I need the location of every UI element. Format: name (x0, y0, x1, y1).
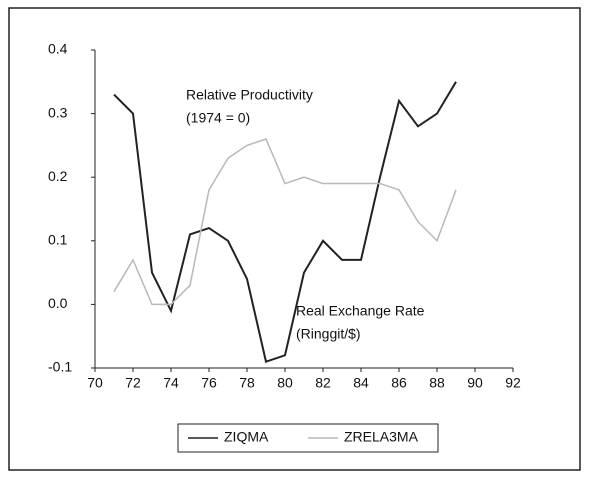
x-tick-label: 90 (467, 375, 483, 391)
annotation: (1974 = 0) (186, 110, 250, 126)
x-tick-label: 86 (391, 375, 407, 391)
y-tick-label: -0.1 (48, 359, 72, 375)
x-tick-label: 92 (505, 375, 521, 391)
legend-box (177, 423, 439, 453)
x-tick-label: 72 (125, 375, 141, 391)
y-tick-label: 0.4 (48, 41, 68, 57)
legend-label: ZRELA3MA (344, 429, 419, 445)
y-tick-label: 0.0 (48, 295, 68, 311)
x-tick-label: 78 (239, 375, 255, 391)
annotation: (Ringgit/$) (296, 326, 361, 342)
x-tick-label: 82 (315, 375, 331, 391)
legend-label: ZIQMA (224, 429, 269, 445)
annotation: Real Exchange Rate (296, 303, 425, 319)
frame (8, 7, 581, 471)
y-tick-label: 0.3 (48, 104, 68, 120)
x-tick-label: 80 (277, 375, 293, 391)
x-tick-label: 84 (353, 375, 369, 391)
x-tick-label: 88 (429, 375, 445, 391)
x-tick-label: 74 (163, 375, 179, 391)
series-line (113, 138, 457, 306)
annotation: Relative Productivity (186, 87, 313, 103)
series-line (113, 81, 457, 363)
x-tick-label: 70 (87, 375, 103, 391)
y-tick-label: 0.1 (48, 232, 68, 248)
y-tick-label: 0.2 (48, 168, 68, 184)
x-tick-label: 76 (201, 375, 217, 391)
